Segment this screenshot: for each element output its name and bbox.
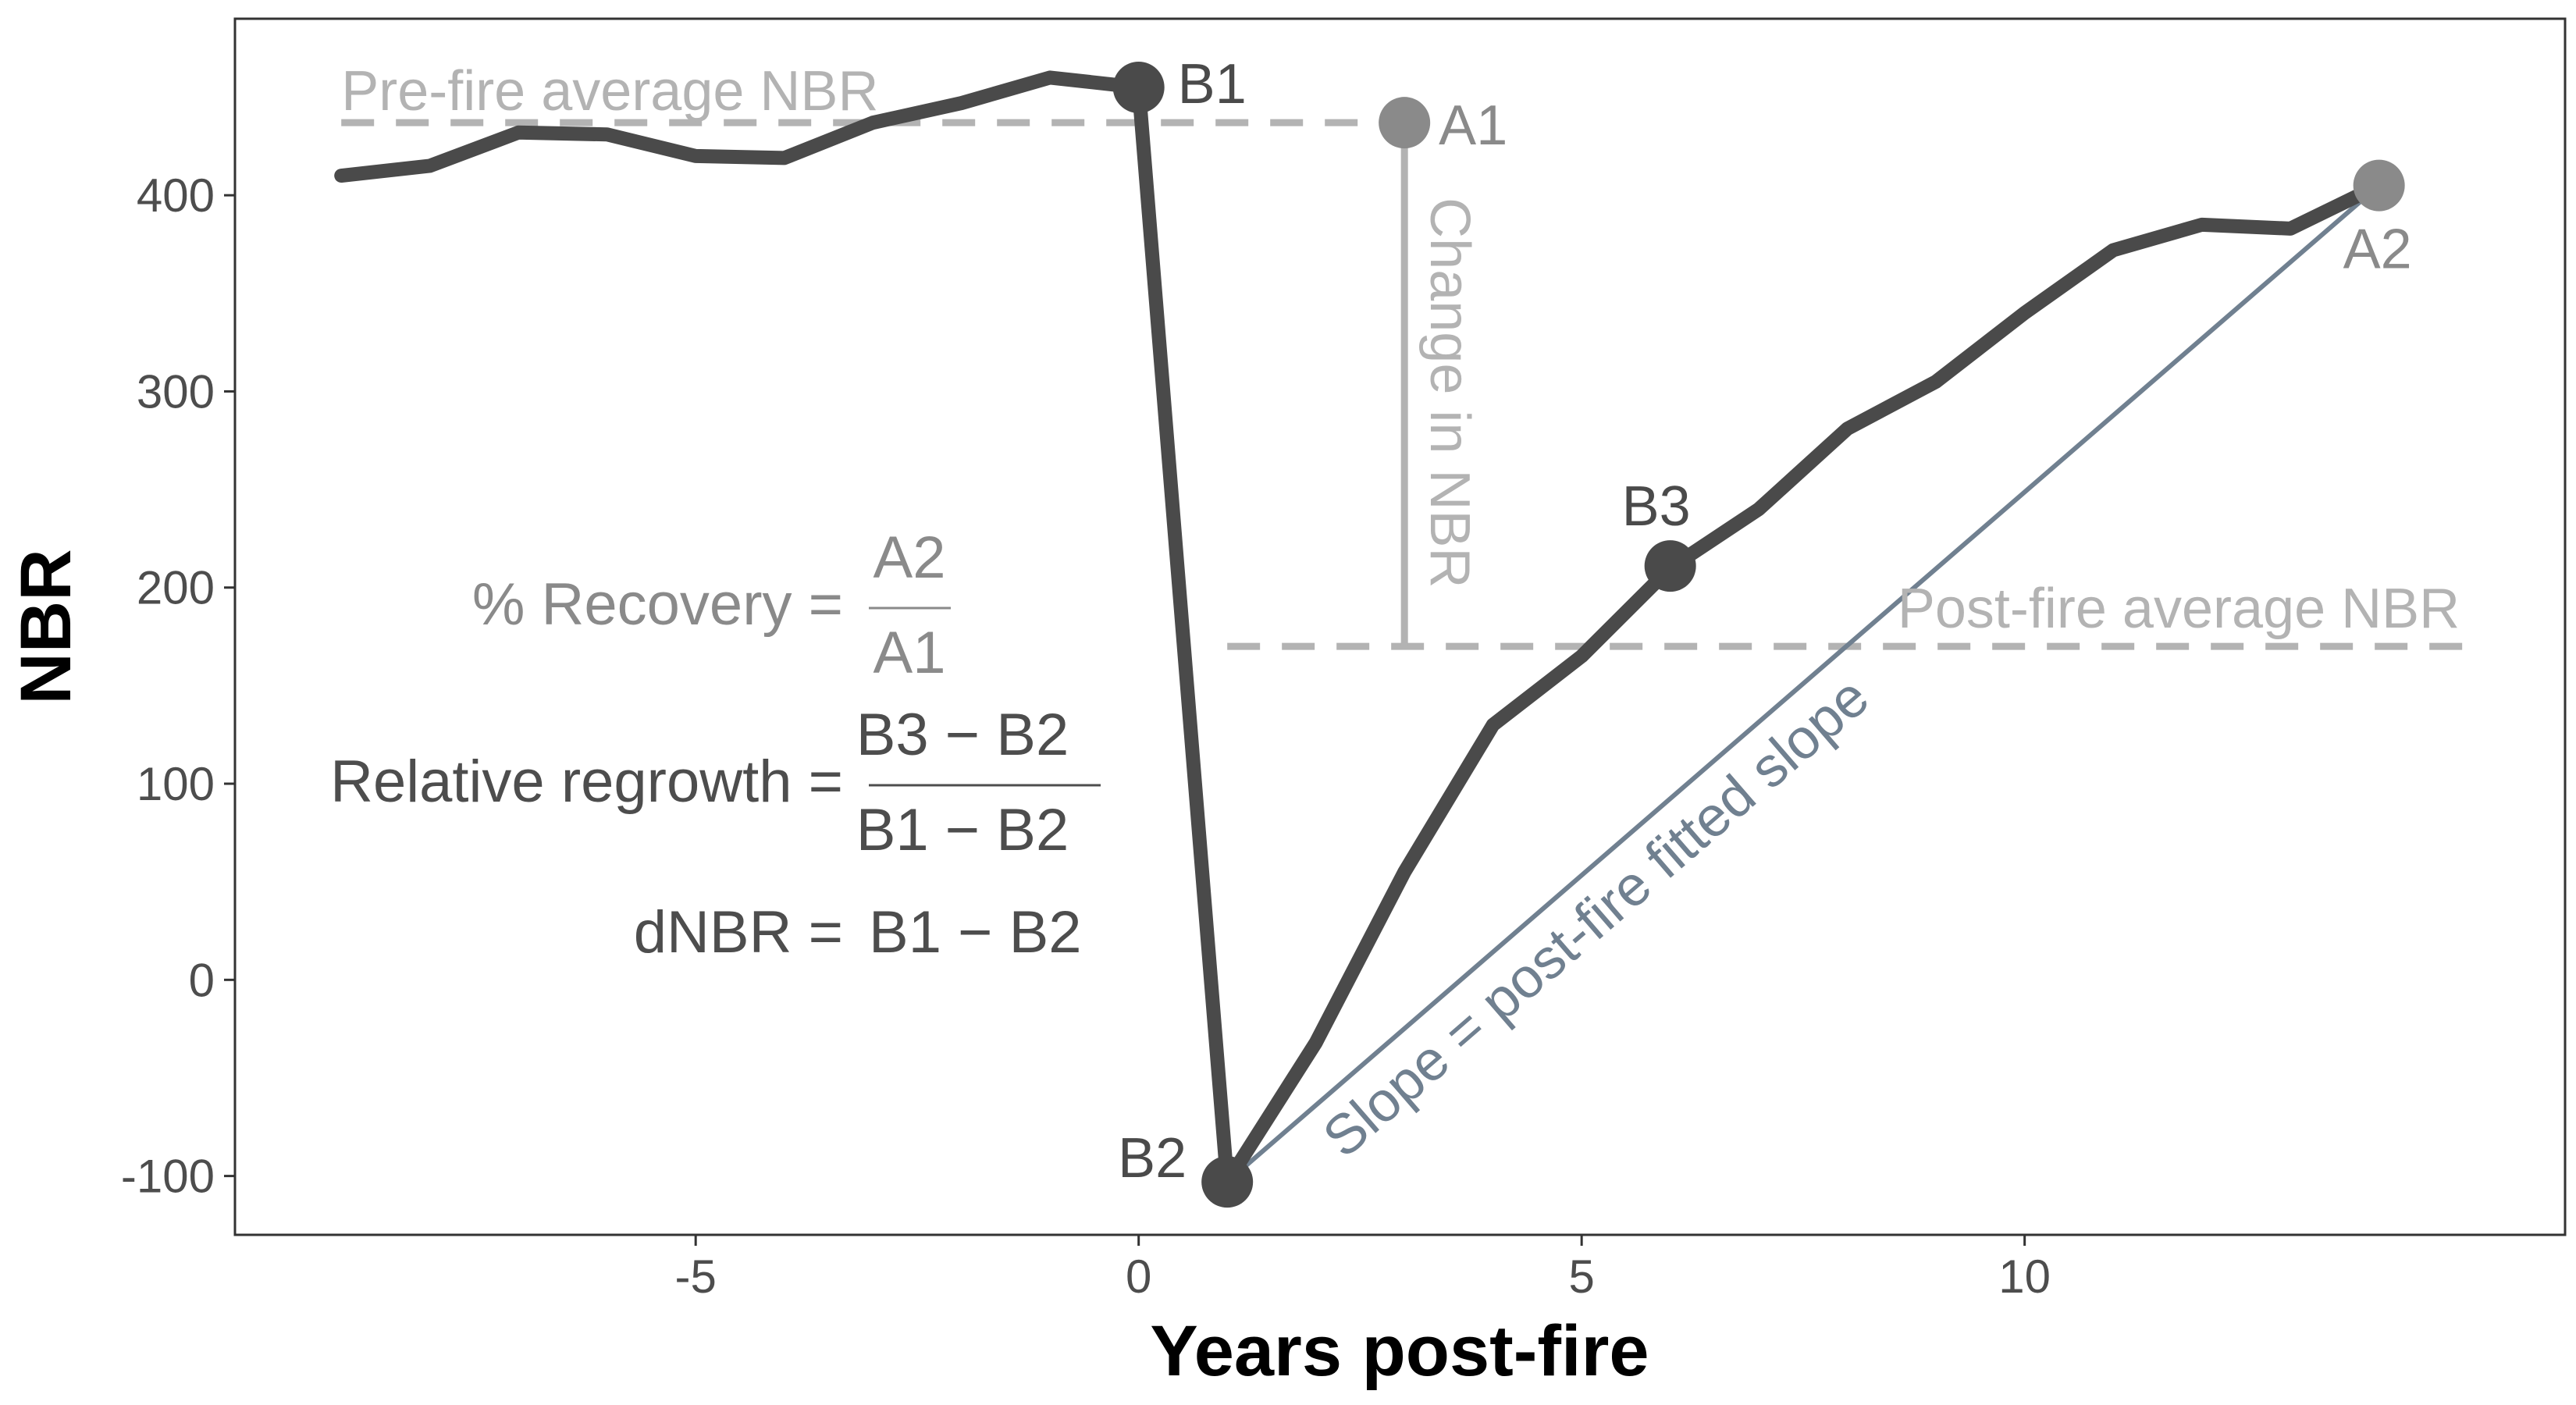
fitted-slope-line [1226,183,2381,1184]
y-tick-label: 0 [189,954,215,1006]
regrowth-formula: Relative regrowth = B3 − B2 B1 − B2 [330,702,1101,863]
regrowth-numerator: B3 − B2 [856,702,1069,768]
y-axis: -100 0 100 200 300 400 [121,169,235,1203]
change-in-nbr-label: Change in NBR [1418,197,1481,588]
y-tick-label: 100 [137,758,215,810]
nbr-series-line [334,70,2386,1190]
x-tick-label: 0 [1126,1250,1151,1303]
x-tick-label: -5 [675,1250,717,1303]
point-label-a2: A2 [2343,219,2412,281]
point-b2 [1201,1156,1254,1208]
dnbr-lhs: dNBR = [634,899,843,966]
dnbr-rhs: B1 − B2 [869,899,1082,966]
point-label-b3: B3 [1622,475,1691,538]
x-axis-title: Years post-fire [1150,1311,1649,1391]
y-axis-title: NBR [6,549,86,704]
point-a1 [1379,97,1431,149]
y-tick-label: -100 [121,1151,215,1203]
y-tick-label: 400 [137,169,215,222]
point-b3 [1644,540,1696,592]
x-tick-label: 5 [1568,1250,1594,1303]
post-fire-average-label: Post-fire average NBR [1898,578,2460,640]
regrowth-denominator: B1 − B2 [856,797,1069,863]
recovery-denominator: A1 [873,620,946,686]
y-tick-label: 200 [137,562,215,614]
key-points: B1 B2 B3 A1 A2 [1112,53,2412,1208]
recovery-numerator: A2 [873,525,946,591]
recovery-lhs: % Recovery = [472,571,843,638]
point-a2 [2353,159,2405,212]
x-axis: -5 0 5 10 [675,1235,2051,1303]
point-label-b2: B2 [1118,1127,1187,1190]
recovery-formula: % Recovery = A2 A1 [472,525,951,686]
point-label-b1: B1 [1178,53,1247,116]
regrowth-lhs: Relative regrowth = [330,749,843,815]
y-tick-label: 300 [137,365,215,418]
dnbr-formula: dNBR = B1 − B2 [634,899,1082,966]
point-b1 [1112,61,1165,113]
pre-fire-average-label: Pre-fire average NBR [341,60,878,123]
x-tick-label: 10 [1998,1250,2051,1303]
point-label-a1: A1 [1439,94,1507,157]
